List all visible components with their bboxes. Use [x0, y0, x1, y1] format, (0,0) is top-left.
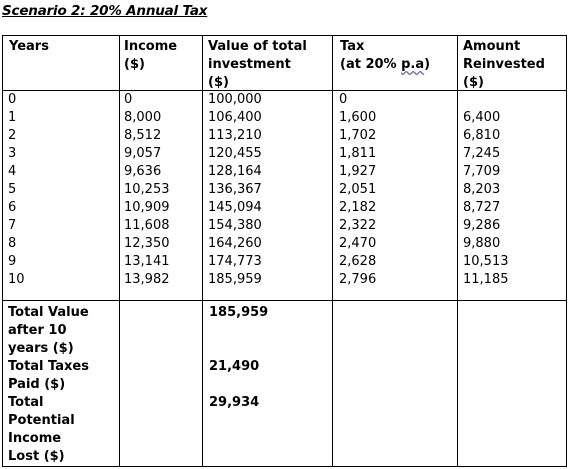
table-cell-tax: 2,796: [339, 272, 377, 287]
total-value: 185,959: [209, 305, 269, 320]
table-cell-income: 13,982: [124, 272, 170, 287]
header-income-unit: ($): [124, 57, 145, 72]
tax-column: 0 1,600 1,702 1,811 1,927 2,051 2,182 2,322 2,47…: [339, 91, 376, 289]
footer-label-line: years ($): [8, 341, 74, 356]
footer-label-line: Income: [8, 431, 62, 446]
table-cell-year: 2: [8, 128, 17, 143]
table-cell-year: 5: [8, 182, 17, 197]
table-cell-income: 11,608: [124, 218, 170, 233]
header-income-line: Income: [124, 39, 178, 54]
header-tax: Tax (at 20% p.a): [340, 38, 430, 74]
table-cell-value: 154,380: [208, 218, 262, 233]
value-column: 100,000 106,400 113,210 120,455 128,164 136,3…: [208, 91, 262, 289]
table-cell-value: 128,164: [208, 164, 262, 179]
table-cell-year: 3: [8, 146, 17, 161]
header-amount-reinvested: Amount Reinvested ($): [463, 38, 545, 92]
table-cell-reinvested: 8,727: [463, 200, 501, 215]
table-cell-tax: 0: [339, 92, 348, 107]
table-cell-reinvested: 8,203: [463, 182, 501, 197]
footer-row-divider: [3, 300, 566, 301]
column-divider: [119, 36, 120, 466]
table-cell-income: 10,909: [124, 200, 170, 215]
table-cell-income: 8,000: [124, 110, 162, 125]
table-cell-tax: 2,322: [339, 218, 377, 233]
table-cell-value: 185,959: [208, 272, 262, 287]
footer-label-line: Potential: [8, 413, 75, 428]
table-cell-value: 100,000: [208, 92, 262, 107]
header-value-line: investment: [208, 57, 291, 72]
footer-label-line: Lost ($): [8, 449, 65, 464]
scenario-title: Scenario 2: 20% Annual Tax: [2, 3, 208, 19]
table-cell-year: 9: [8, 254, 17, 269]
table-cell-year: 1: [8, 110, 17, 125]
table-cell-tax: 1,927: [339, 164, 377, 179]
table-cell-reinvested: 7,245: [463, 146, 501, 161]
table-cell-income: 0: [124, 92, 133, 107]
header-reinvest-unit: ($): [463, 75, 484, 90]
tax-rate-text: (at 20%: [340, 57, 402, 72]
reinvested-column: 6,400 6,810 7,245 7,709 8,203 8,727 9,286 9,880…: [463, 91, 509, 289]
table-cell-reinvested: 9,880: [463, 236, 501, 251]
table-cell-reinvested: 7,709: [463, 164, 501, 179]
table-cell-value: 174,773: [208, 254, 262, 269]
footer-label-line: after 10: [8, 323, 67, 338]
table-cell-value: 120,455: [208, 146, 262, 161]
column-divider: [202, 36, 203, 466]
table-cell-year: 0: [8, 92, 17, 107]
header-reinvest-line: Amount: [463, 39, 521, 54]
footer-label-line: Total: [8, 395, 44, 410]
header-income: Income ($): [124, 38, 177, 74]
table-cell-year: 8: [8, 236, 17, 251]
table-cell-income: 12,350: [124, 236, 170, 251]
header-tax-rate: (at 20% p.a): [340, 56, 430, 74]
column-divider: [332, 36, 333, 466]
footer-label-line: Total Value: [8, 305, 89, 320]
income-lost: 29,934: [209, 395, 260, 410]
column-divider: [457, 36, 458, 466]
tax-rate-abbrev: p.a: [401, 57, 425, 72]
table-cell-reinvested: 11,185: [463, 272, 509, 287]
table-cell-value: 113,210: [208, 128, 262, 143]
years-column: 0 1 2 3 4 5 6 7 8 9 10: [8, 91, 25, 289]
table-cell-income: 8,512: [124, 128, 162, 143]
table-cell-tax: 2,182: [339, 200, 377, 215]
table-cell-value: 164,260: [208, 236, 262, 251]
table-cell-reinvested: 6,400: [463, 110, 501, 125]
table-cell-income: 13,141: [124, 254, 170, 269]
table-cell-reinvested: 9,286: [463, 218, 501, 233]
tax-scenario-table: Years Income ($) Value of total investme…: [2, 35, 567, 467]
header-reinvest-line: Reinvested: [463, 57, 545, 72]
table-cell-year: 7: [8, 218, 17, 233]
table-cell-income: 9,636: [124, 164, 162, 179]
table-cell-tax: 1,702: [339, 128, 377, 143]
table-cell-income: 9,057: [124, 146, 162, 161]
tax-rate-close: ): [424, 57, 431, 72]
table-cell-reinvested: 10,513: [463, 254, 509, 269]
table-cell-value: 106,400: [208, 110, 262, 125]
income-column: 0 8,000 8,512 9,057 9,636 10,253 10,909 11,608 1…: [124, 91, 170, 289]
header-years: Years: [9, 39, 49, 54]
table-cell-tax: 1,811: [339, 146, 377, 161]
header-value-investment: Value of total investment ($): [208, 38, 307, 92]
table-cell-tax: 2,051: [339, 182, 377, 197]
footer-label-line: Total Taxes: [8, 359, 89, 374]
footer-label-line: Paid ($): [8, 377, 66, 392]
table-cell-reinvested: 6,810: [463, 128, 501, 143]
table-cell-year: 6: [8, 200, 17, 215]
table-cell-tax: 1,600: [339, 110, 377, 125]
table-cell-reinvested: [463, 91, 509, 109]
total-taxes: 21,490: [209, 359, 260, 374]
table-cell-value: 136,367: [208, 182, 262, 197]
header-value-unit: ($): [208, 75, 229, 90]
footer-labels: Total Value after 10 years ($) Total Tax…: [8, 304, 89, 466]
header-tax-line: Tax: [340, 39, 365, 54]
table-cell-year: 10: [8, 272, 25, 287]
header-row-divider: [3, 90, 566, 91]
table-cell-tax: 2,628: [339, 254, 377, 269]
table-cell-year: 4: [8, 164, 17, 179]
table-cell-value: 145,094: [208, 200, 262, 215]
table-cell-income: 10,253: [124, 182, 170, 197]
table-cell-tax: 2,470: [339, 236, 377, 251]
header-value-line: Value of total: [208, 39, 307, 54]
